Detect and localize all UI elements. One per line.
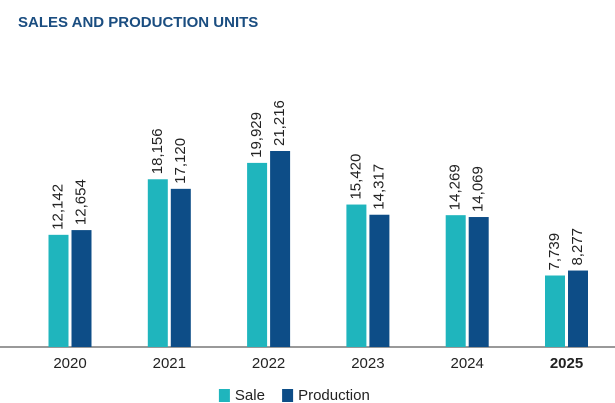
value-label: 14,269 xyxy=(447,164,464,210)
bar xyxy=(170,188,191,347)
bar xyxy=(568,270,588,347)
bar xyxy=(369,214,390,347)
value-label: 21,216 xyxy=(271,100,288,146)
x-tick-label: 2024 xyxy=(451,355,484,372)
bar xyxy=(468,217,489,347)
value-label: 17,120 xyxy=(172,138,189,184)
bar xyxy=(346,204,367,347)
legend-swatch xyxy=(218,389,230,402)
bar xyxy=(71,230,92,347)
x-tick-label: 2021 xyxy=(153,355,186,372)
x-tick-label: 2025 xyxy=(550,355,583,372)
value-label: 19,929 xyxy=(248,112,265,158)
legend-label: Sale xyxy=(235,387,265,403)
legend-label: Production xyxy=(298,387,370,403)
x-tick-label: 2023 xyxy=(351,355,384,372)
bar xyxy=(147,179,168,347)
value-label: 15,420 xyxy=(347,154,364,200)
legend-swatch xyxy=(282,389,294,402)
bar xyxy=(270,151,291,347)
value-label: 12,142 xyxy=(49,184,66,230)
value-label: 12,654 xyxy=(72,179,89,225)
value-label: 7,739 xyxy=(546,233,563,271)
bar xyxy=(247,162,268,347)
x-tick-label: 2020 xyxy=(53,355,86,372)
bar xyxy=(545,275,565,347)
value-label: 14,317 xyxy=(370,164,387,210)
bar xyxy=(445,215,466,347)
value-label: 18,156 xyxy=(149,128,166,174)
bar xyxy=(48,234,69,347)
chart-title: SALES AND PRODUCTION UNITS xyxy=(18,14,258,31)
x-tick-label: 2022 xyxy=(252,355,285,372)
value-label: 14,069 xyxy=(470,166,487,212)
value-label: 8,277 xyxy=(569,228,586,266)
